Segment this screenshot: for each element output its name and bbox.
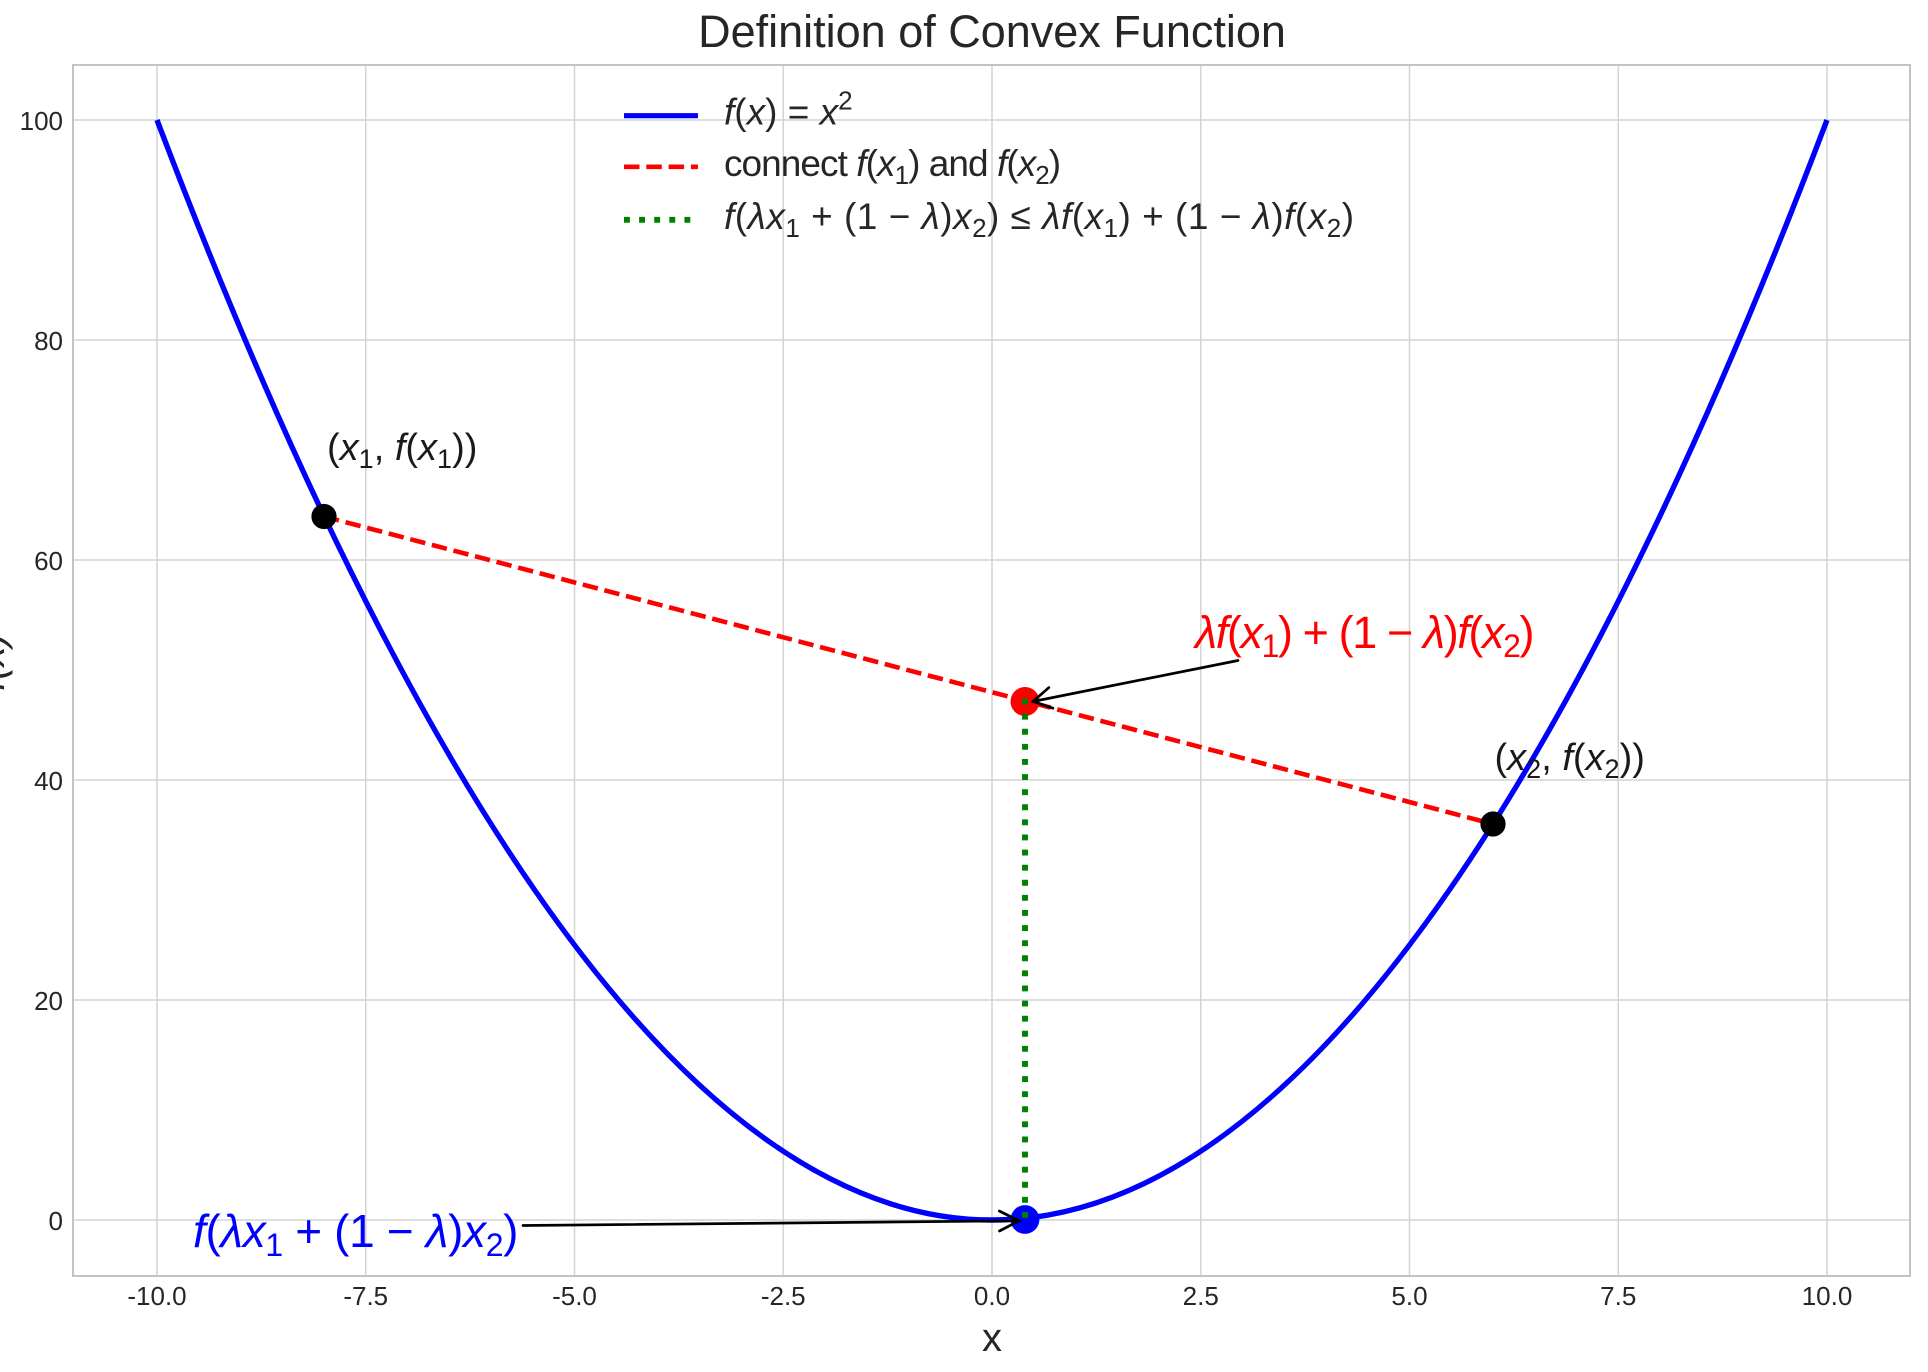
- svg-text:f(x) = x2: f(x) = x2: [724, 86, 853, 133]
- svg-text:x: x: [982, 1316, 1002, 1360]
- svg-text:-7.5: -7.5: [343, 1281, 388, 1311]
- svg-text:100: 100: [20, 106, 63, 136]
- svg-text:f(x): f(x): [0, 633, 13, 691]
- svg-text:connect f(x1) and f(x2): connect f(x1) and f(x2): [724, 143, 1060, 190]
- svg-text:10.0: 10.0: [1802, 1281, 1853, 1311]
- svg-text:-2.5: -2.5: [761, 1281, 806, 1311]
- svg-text:60: 60: [34, 546, 63, 576]
- svg-text:-5.0: -5.0: [552, 1281, 597, 1311]
- svg-text:5.0: 5.0: [1391, 1281, 1427, 1311]
- svg-text:f(λx1 + (1 − λ)x2) ≤ λf(x1) +: f(λx1 + (1 − λ)x2) ≤ λf(x1) + (1 − λ)f(x…: [724, 196, 1355, 243]
- svg-text:(x1, f(x1)): (x1, f(x1)): [327, 427, 477, 474]
- svg-text:2.5: 2.5: [1183, 1281, 1219, 1311]
- svg-text:20: 20: [34, 986, 63, 1016]
- svg-text:-10.0: -10.0: [127, 1281, 186, 1311]
- svg-text:f(λx1 + (1 − λ)x2): f(λx1 + (1 − λ)x2): [193, 1205, 518, 1263]
- svg-text:λf(x1) + (1 − λ)f(x2): λf(x1) + (1 − λ)f(x2): [1192, 607, 1533, 664]
- svg-text:Definition of Convex Function: Definition of Convex Function: [698, 6, 1286, 57]
- svg-text:7.5: 7.5: [1600, 1281, 1636, 1311]
- svg-text:40: 40: [34, 766, 63, 796]
- svg-text:80: 80: [34, 326, 63, 356]
- svg-text:(x2, f(x2)): (x2, f(x2)): [1495, 737, 1645, 784]
- svg-text:0.0: 0.0: [974, 1281, 1010, 1311]
- svg-text:0: 0: [49, 1206, 63, 1236]
